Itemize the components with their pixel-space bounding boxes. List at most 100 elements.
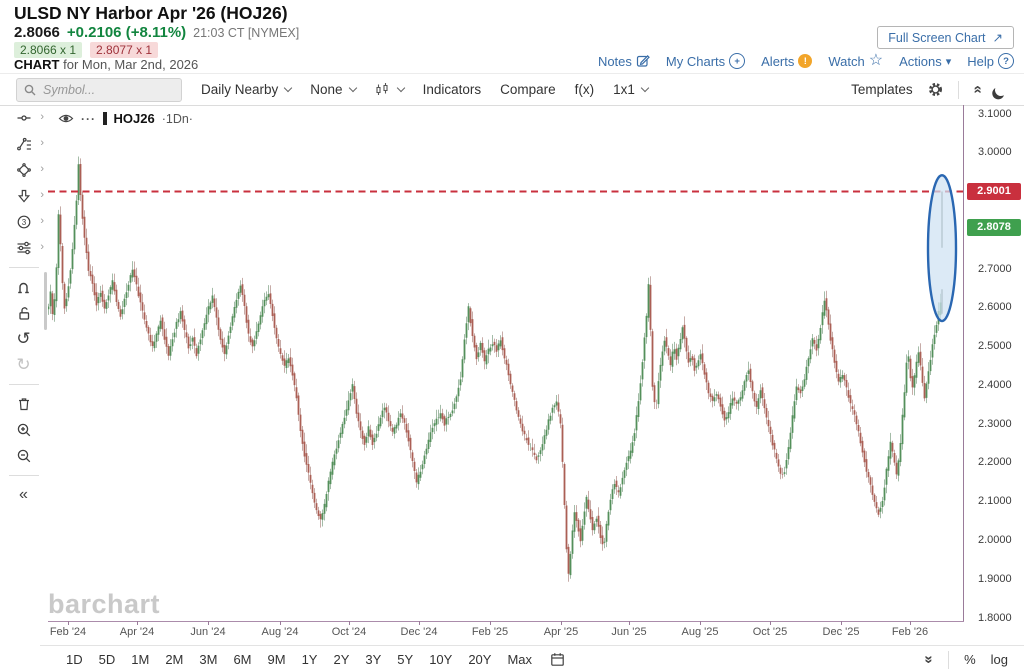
compare-button[interactable]: Compare bbox=[500, 82, 556, 97]
divider bbox=[957, 80, 959, 99]
candlestick-type-icon bbox=[375, 82, 391, 97]
sidebar-scrollbar-thumb[interactable] bbox=[44, 272, 47, 330]
range-button-1d[interactable]: 1D bbox=[66, 652, 83, 667]
dark-mode-moon-icon[interactable] bbox=[994, 82, 1009, 97]
log-scale-button[interactable]: log bbox=[990, 652, 1008, 667]
date-tick-mark bbox=[280, 621, 281, 625]
range-button-3y[interactable]: 3Y bbox=[365, 652, 382, 667]
price-tick-label: 2.1000 bbox=[978, 495, 1012, 508]
redo-button[interactable]: ↻ bbox=[0, 352, 47, 378]
price-axis[interactable]: 2.9001 2.8078 3.1000 3.0000 2.7000 2.6000 2.… bbox=[963, 105, 1024, 624]
range-button-max[interactable]: Max bbox=[507, 652, 533, 667]
date-tick-mark bbox=[490, 621, 491, 625]
overlay-dropdown[interactable]: None bbox=[310, 82, 357, 97]
delete-drawings-button[interactable] bbox=[0, 391, 47, 417]
date-tick-mark bbox=[137, 621, 138, 625]
date-tick-mark bbox=[629, 621, 630, 625]
fx-button[interactable]: f(x) bbox=[574, 82, 595, 97]
chart-type-dropdown[interactable] bbox=[375, 82, 405, 97]
range-button-9m[interactable]: 9M bbox=[267, 652, 286, 667]
chart-links-row: Notes My Charts + Alerts ! Watch ☆ Actio… bbox=[588, 53, 1014, 69]
sliders-icon bbox=[16, 240, 32, 256]
lock-drawings-button[interactable] bbox=[0, 300, 47, 326]
price-chart[interactable] bbox=[47, 105, 964, 622]
eye-icon[interactable] bbox=[58, 113, 74, 124]
templates-button[interactable]: Templates bbox=[851, 82, 913, 97]
expander-icon: › bbox=[40, 137, 44, 149]
date-tick-mark bbox=[561, 621, 562, 625]
expand-down-icon[interactable]: » bbox=[920, 655, 938, 664]
circled-number-icon: 3 bbox=[16, 214, 32, 230]
chevron-down-icon bbox=[640, 83, 650, 93]
date-tick-label: Aug '24 bbox=[261, 626, 299, 638]
date-tick-mark bbox=[700, 621, 701, 625]
magnet-icon bbox=[15, 279, 32, 295]
frequency-dropdown[interactable]: Daily Nearby bbox=[201, 82, 293, 97]
full-screen-chart-button[interactable]: Full Screen Chart ↗ bbox=[877, 26, 1014, 49]
date-tick-label: Jun '25 bbox=[611, 626, 647, 638]
collapse-up-icon[interactable]: » bbox=[968, 85, 986, 94]
zoom-in-icon bbox=[16, 422, 32, 438]
redo-icon: ↻ bbox=[16, 355, 31, 374]
drawings-list-tool[interactable]: › bbox=[0, 131, 47, 157]
help-link[interactable]: Help ? bbox=[967, 53, 1014, 69]
date-tick-label: Dec '25 bbox=[822, 626, 860, 638]
indicators-button[interactable]: Indicators bbox=[422, 82, 482, 97]
chart-for-text: for Mon, Mar 2nd, 2026 bbox=[63, 57, 199, 72]
magnet-mode-button[interactable] bbox=[0, 274, 47, 300]
symbol-search-box[interactable] bbox=[16, 77, 182, 102]
undo-button[interactable]: ↺ bbox=[0, 326, 47, 352]
date-axis[interactable]: Feb '24 Apr '24 Jun '24 Aug '24 Oct '24 Dec '… bbox=[48, 621, 964, 643]
series-legend[interactable]: ··· HOJ26 ·1Dn· bbox=[58, 111, 193, 126]
grid-layout-dropdown[interactable]: 1x1 bbox=[613, 82, 650, 97]
range-button-3m[interactable]: 3M bbox=[199, 652, 218, 667]
numbers-tool[interactable]: 3 › bbox=[0, 209, 47, 235]
overlay-label: None bbox=[310, 82, 343, 97]
calendar-icon[interactable] bbox=[550, 652, 565, 667]
more-options-icon[interactable]: ··· bbox=[81, 111, 96, 126]
actions-link[interactable]: Actions ▾ bbox=[899, 54, 951, 69]
my-charts-link[interactable]: My Charts + bbox=[666, 53, 746, 69]
divider bbox=[8, 267, 39, 268]
legend-symbol: HOJ26 bbox=[113, 111, 155, 126]
range-button-2y[interactable]: 2Y bbox=[333, 652, 350, 667]
shapes-tool[interactable]: › bbox=[0, 157, 47, 183]
chart-toolbar: Daily Nearby None Indicators Compare f(x… bbox=[0, 73, 1024, 106]
notes-link[interactable]: Notes bbox=[598, 54, 650, 69]
price-tick-label: 2.5000 bbox=[978, 340, 1012, 353]
date-tick-mark bbox=[910, 621, 911, 625]
collapse-sidebar-button[interactable]: « bbox=[0, 482, 47, 508]
range-button-1y[interactable]: 1Y bbox=[301, 652, 318, 667]
watch-link[interactable]: Watch ☆ bbox=[828, 53, 883, 69]
range-button-6m[interactable]: 6M bbox=[233, 652, 252, 667]
range-button-20y[interactable]: 20Y bbox=[468, 652, 492, 667]
quote-row: 2.8066 +0.2106 (+8.11%) 21:03 CT [NYMEX] bbox=[14, 24, 299, 41]
zoom-out-button[interactable] bbox=[0, 443, 47, 469]
expander-icon: › bbox=[40, 241, 44, 253]
range-button-1m[interactable]: 1M bbox=[131, 652, 150, 667]
sliders-tool[interactable]: › bbox=[0, 235, 47, 261]
highlight-ellipse-annotation[interactable] bbox=[926, 174, 958, 323]
series-color-bar bbox=[103, 112, 107, 125]
gear-icon[interactable] bbox=[927, 81, 944, 98]
range-button-5d[interactable]: 5D bbox=[98, 652, 116, 667]
symbol-search-input[interactable] bbox=[41, 81, 160, 98]
last-price-badge: 2.8078 bbox=[967, 218, 1021, 236]
divider bbox=[8, 384, 39, 385]
percent-scale-button[interactable]: % bbox=[964, 652, 976, 667]
range-button-5y[interactable]: 5Y bbox=[397, 652, 414, 667]
zoom-in-button[interactable] bbox=[0, 417, 47, 443]
range-button-2m[interactable]: 2M bbox=[165, 652, 184, 667]
date-tick-label: Oct '24 bbox=[331, 626, 367, 638]
candlestick-chart-canvas[interactable] bbox=[47, 105, 964, 622]
arrow-tool[interactable]: › bbox=[0, 183, 47, 209]
ask-quote: 2.8077 x 1 bbox=[90, 42, 159, 58]
price-tick-label: 2.2000 bbox=[978, 456, 1012, 469]
date-tick-mark bbox=[841, 621, 842, 625]
resistance-price-badge: 2.9001 bbox=[967, 182, 1021, 200]
date-tick-label: Dec '24 bbox=[400, 626, 438, 638]
alerts-link[interactable]: Alerts ! bbox=[761, 54, 813, 69]
trendline-tool[interactable]: › bbox=[0, 105, 47, 131]
date-tick-mark bbox=[208, 621, 209, 625]
range-button-10y[interactable]: 10Y bbox=[429, 652, 453, 667]
